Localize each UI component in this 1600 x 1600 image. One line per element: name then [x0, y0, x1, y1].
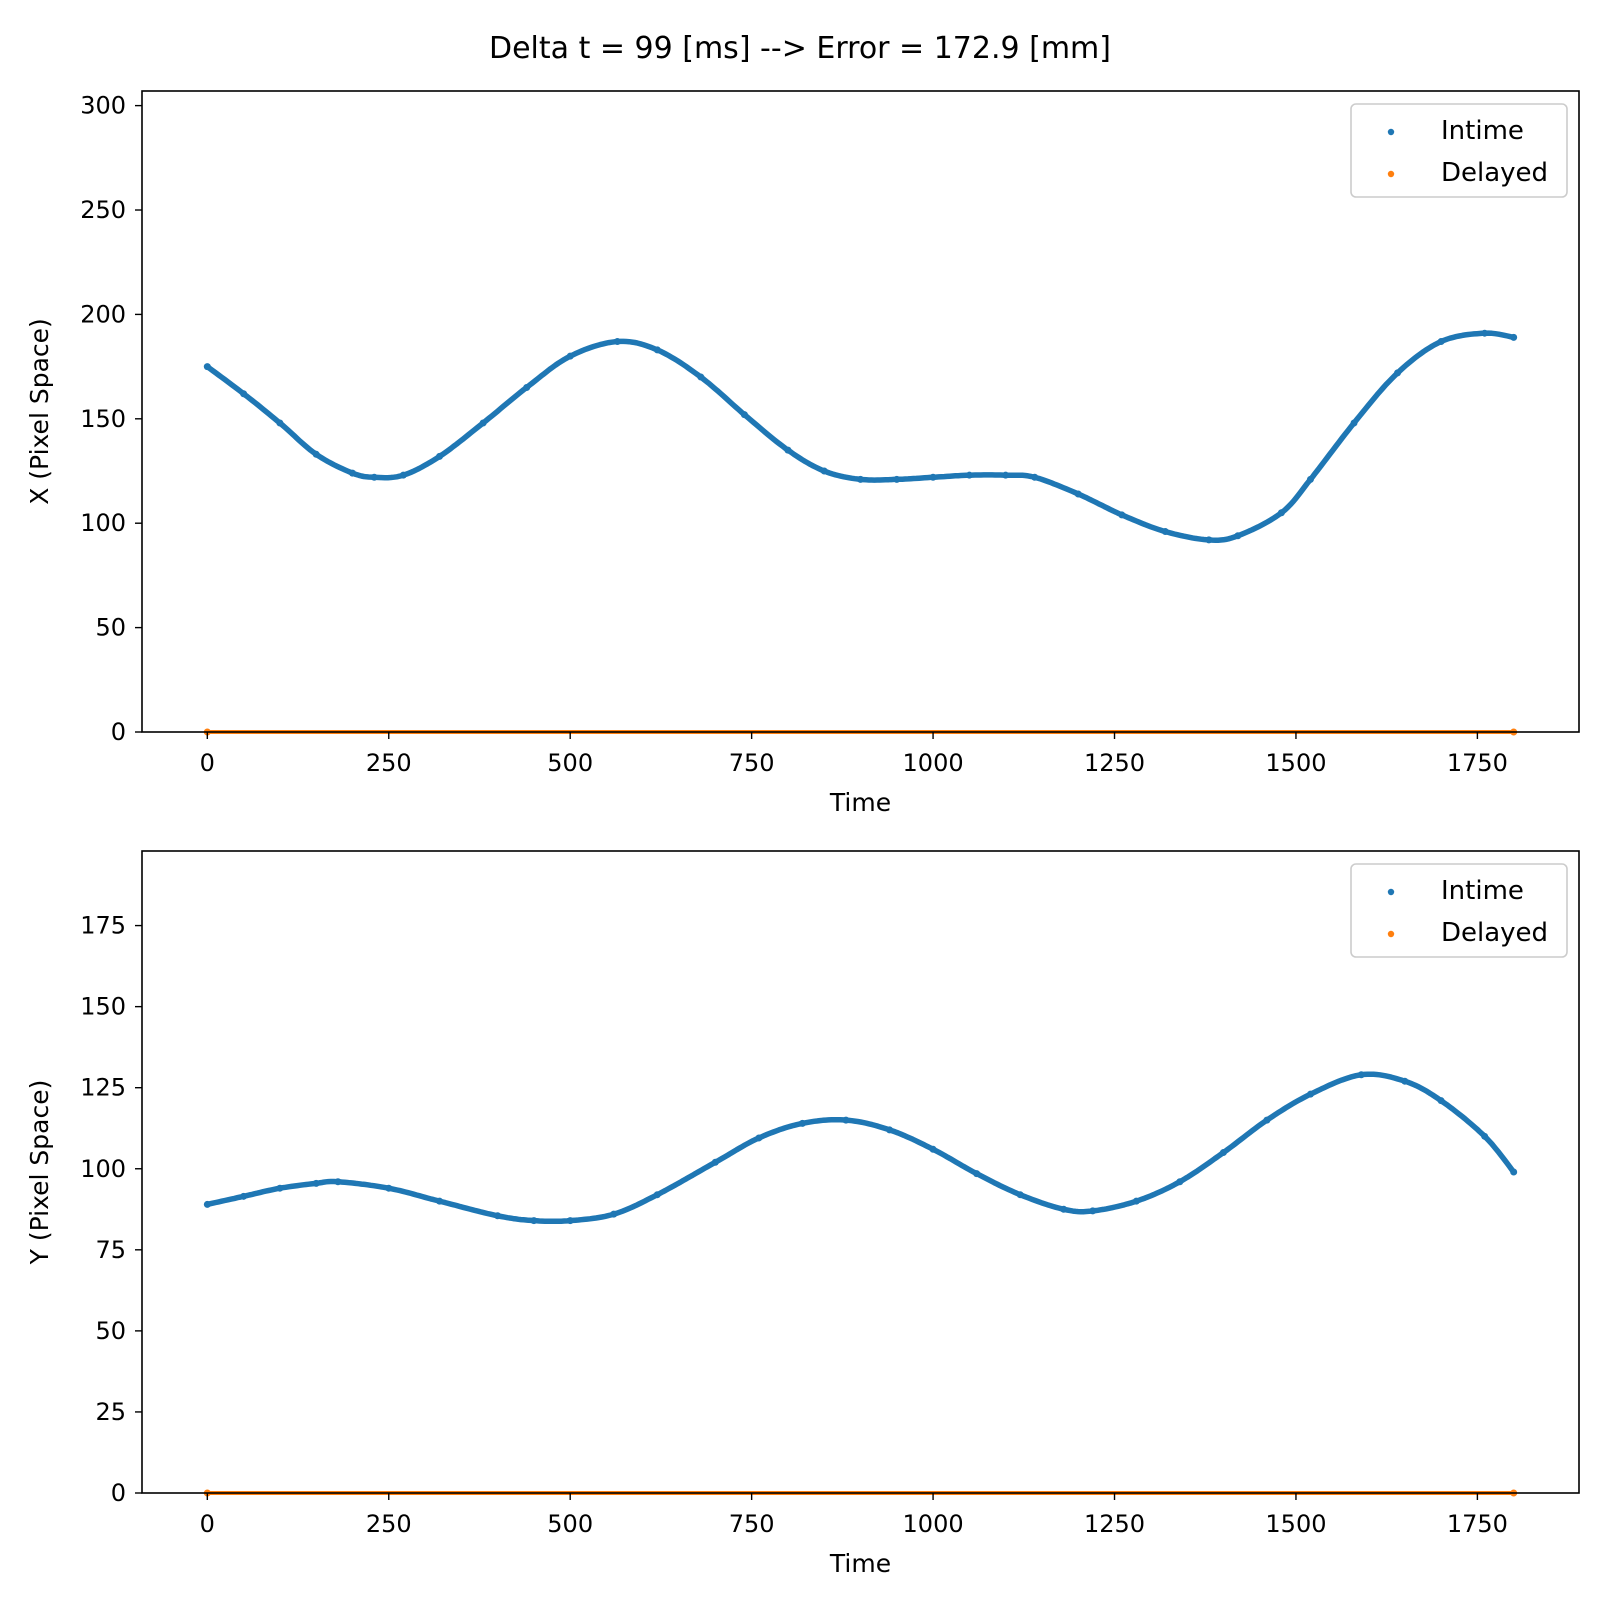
y-plot-ytick-label: 50	[95, 1317, 126, 1345]
y-plot-xtick-label: 0	[200, 1510, 215, 1538]
x-plot-axes-frame	[141, 90, 1580, 733]
y-plot-legend-marker-intime	[1387, 888, 1395, 896]
y-plot-ytick-label: 0	[111, 1479, 126, 1507]
x-plot-ytick-label: 50	[95, 614, 126, 642]
x-plot-series-intime	[203, 329, 1518, 544]
x-plot-xtick-label: 1500	[1265, 749, 1326, 777]
x-plot-xtick-label: 1250	[1084, 749, 1145, 777]
x-plot-legend-label-delayed: Delayed	[1441, 158, 1548, 188]
x-plot-ytick-label: 200	[80, 300, 126, 328]
y-plot-xlabel: Time	[829, 1549, 891, 1578]
y-plot-intime-trace	[204, 1071, 1517, 1225]
x-plot-ytick-label: 150	[80, 405, 126, 433]
x-plot-ylabel: X (Pixel Space)	[25, 318, 54, 505]
y-plot-legend-box	[1350, 863, 1568, 958]
x-plot-intime-trace	[204, 330, 1517, 543]
x-plot-legend-label-intime: Intime	[1441, 116, 1524, 146]
x-plot-xtick-label: 1000	[903, 749, 964, 777]
y-position-subplot: 0 250 500 750 1000 1250 1500 1750 0 25 50 75 100 125 1…	[25, 850, 1580, 1578]
y-plot-xtick-label: 1250	[1084, 1510, 1145, 1538]
y-plot-xtick-label: 750	[729, 1510, 775, 1538]
y-plot-ylabel: Y (Pixel Space)	[25, 1080, 54, 1266]
x-plot-legend-marker-intime	[1387, 128, 1395, 136]
x-plot-ytick-label: 300	[80, 92, 126, 120]
x-position-subplot: 0 250 500 750 1000 1250 1500 1750 0 50 100 150 200 25…	[25, 90, 1580, 817]
x-plot-xtick-label: 0	[200, 749, 215, 777]
y-plot-legend-marker-delayed	[1387, 930, 1395, 938]
y-plot-legend: Intime Delayed	[1350, 863, 1568, 958]
x-plot-ytick-label: 0	[111, 718, 126, 746]
y-plot-legend-label-delayed: Delayed	[1441, 918, 1548, 948]
y-plot-series-intime	[203, 1071, 1518, 1225]
x-plot-xtick-label: 750	[729, 749, 775, 777]
x-plot-ytick-label: 100	[80, 509, 126, 537]
x-plot-xtick-label: 500	[547, 749, 593, 777]
y-plot-xtick-label: 500	[547, 1510, 593, 1538]
y-plot-ytick-label: 25	[95, 1398, 126, 1426]
y-plot-xtick-label: 1000	[903, 1510, 964, 1538]
y-plot-legend-label-intime: Intime	[1441, 876, 1524, 906]
y-plot-ytick-label: 100	[80, 1155, 126, 1183]
x-plot-legend: Intime Delayed	[1350, 103, 1568, 198]
y-plot-xtick-label: 1750	[1447, 1510, 1508, 1538]
y-plot-ytick-label: 150	[80, 993, 126, 1021]
y-plot-ytick-label: 75	[95, 1236, 126, 1264]
figure-title: Delta t = 99 [ms] --> Error = 172.9 [mm]	[489, 31, 1111, 66]
x-plot-legend-marker-delayed	[1387, 170, 1395, 178]
y-plot-axes-frame	[141, 850, 1580, 1494]
x-plot-xtick-label: 1750	[1447, 749, 1508, 777]
x-plot-legend-box	[1350, 103, 1568, 198]
y-plot-ytick-label: 175	[80, 912, 126, 940]
x-plot-xtick-label: 250	[366, 749, 412, 777]
y-plot-ytick-label: 125	[80, 1074, 126, 1102]
x-plot-ytick-label: 250	[80, 196, 126, 224]
y-plot-xtick-label: 250	[366, 1510, 412, 1538]
y-plot-xtick-label: 1500	[1265, 1510, 1326, 1538]
x-plot-xlabel: Time	[829, 788, 891, 817]
